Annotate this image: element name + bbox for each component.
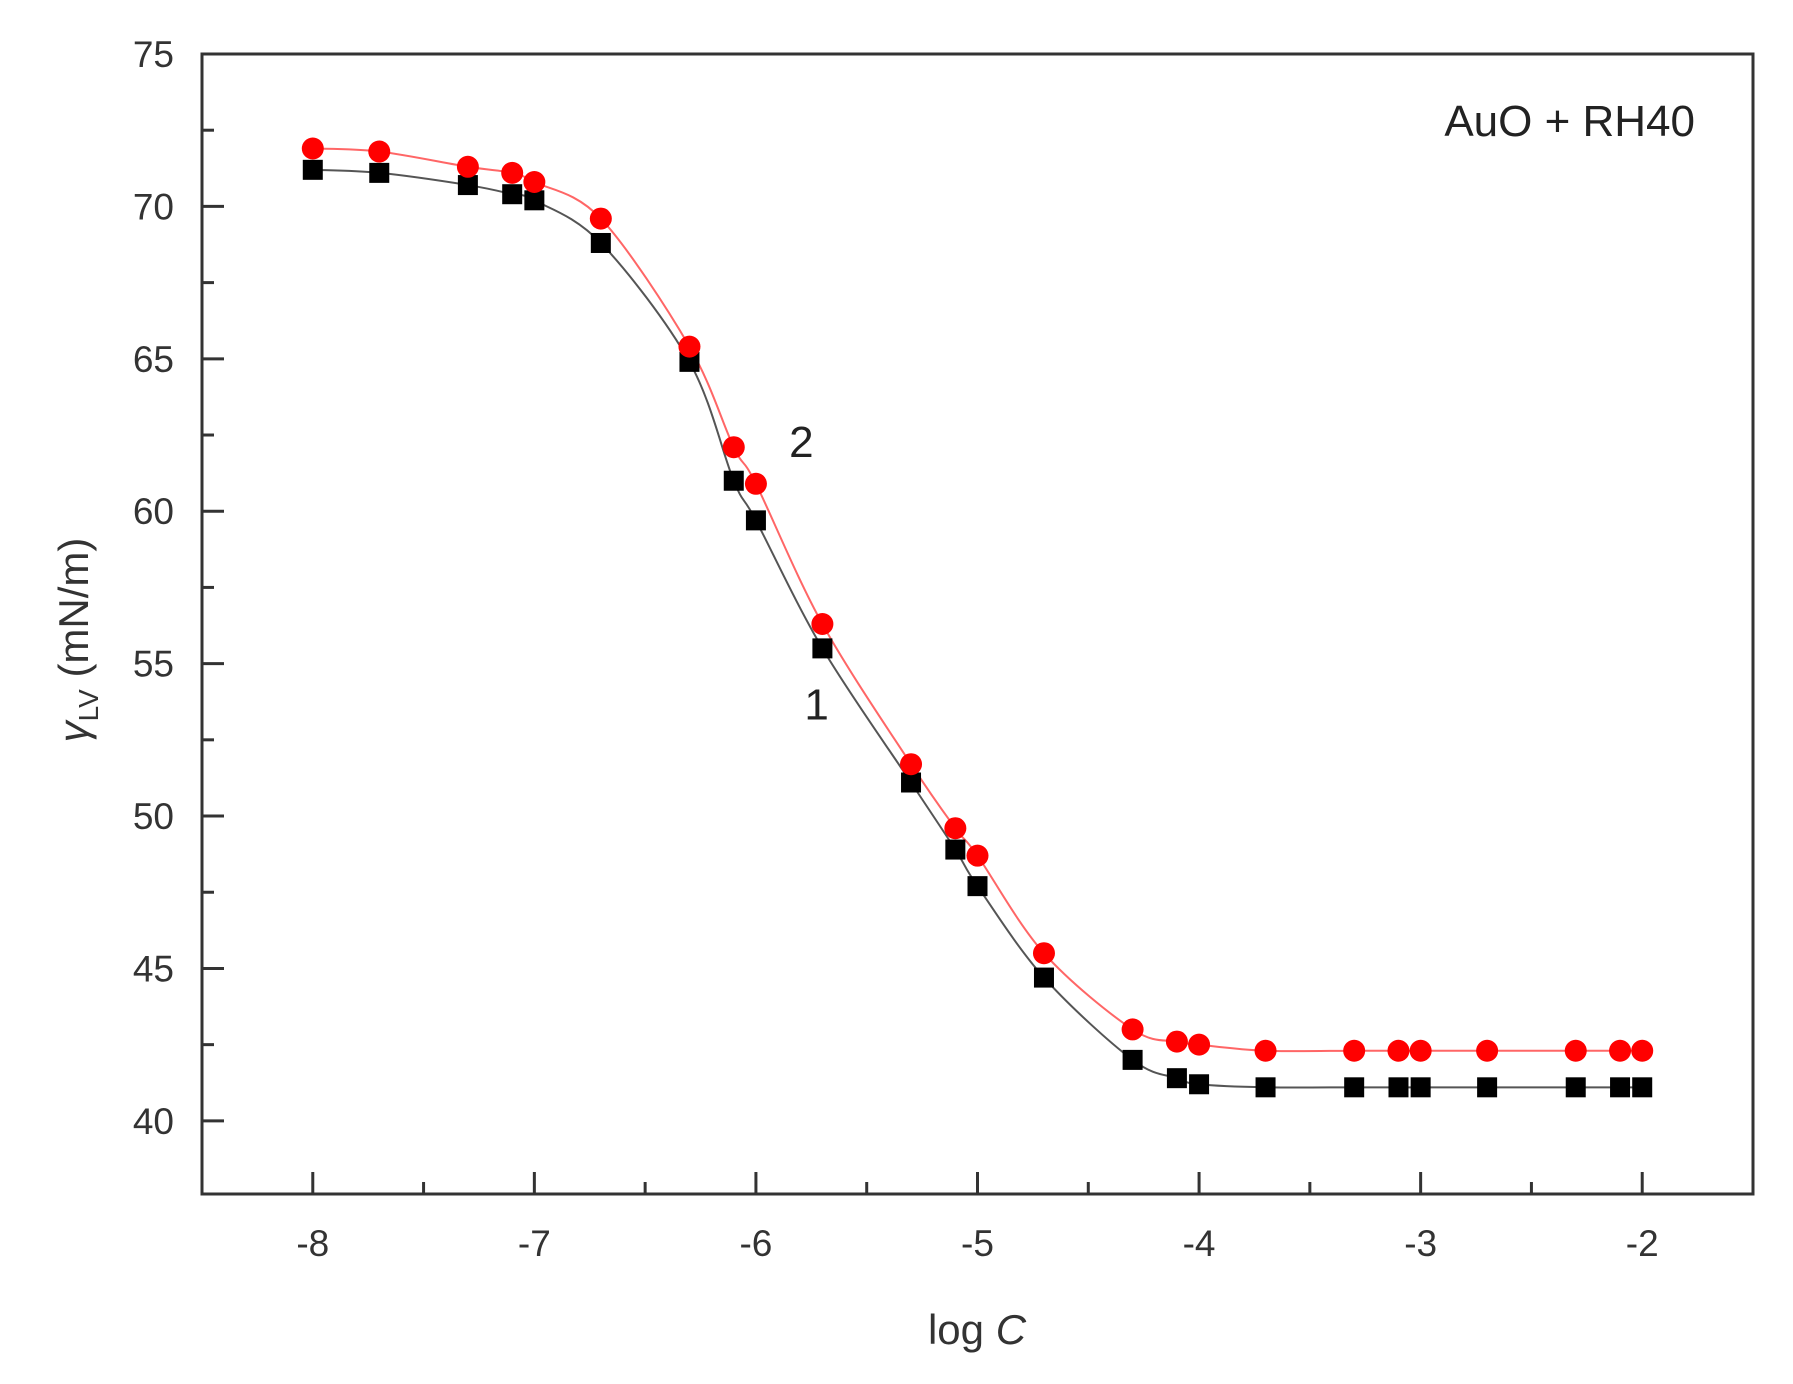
data-point-square [1565, 1077, 1586, 1098]
data-point-circle [722, 436, 745, 459]
data-point-circle [1609, 1039, 1632, 1062]
data-point-circle [811, 613, 834, 635]
y-axis-title-subscript: LV [73, 689, 104, 721]
data-point-square [679, 351, 700, 372]
data-point-square [502, 184, 523, 205]
data-point-circle [501, 161, 524, 184]
fit-curves [312, 147, 1643, 1089]
data-point-square [967, 876, 988, 897]
data-point-circle [1476, 1039, 1499, 1062]
data-point-circle [1631, 1039, 1654, 1062]
data-point-square [369, 162, 390, 183]
data-point-circle [1254, 1039, 1277, 1062]
x-tick-label: -4 [1183, 1223, 1216, 1264]
data-point-circle [589, 207, 612, 230]
y-tick-label: 60 [133, 491, 174, 532]
data-point-circle [1188, 1033, 1211, 1056]
data-point-square [1255, 1077, 1276, 1098]
data-point-square [1388, 1077, 1409, 1098]
x-tick-label: -3 [1404, 1223, 1437, 1264]
data-point-square [1610, 1077, 1631, 1098]
data-point-circle [744, 472, 767, 495]
data-point-square [1477, 1077, 1498, 1098]
data-point-square [901, 772, 922, 793]
data-point-circle [1409, 1039, 1432, 1062]
x-axis-title-variable: C [996, 1306, 1027, 1353]
data-markers [301, 137, 1654, 1098]
data-point-square [302, 159, 323, 180]
chart-annotation: AuO + RH40 [1444, 97, 1695, 146]
y-axis-title-unit: (mN/m) [50, 538, 97, 690]
x-axis-ticks: -8 -7 -6 -5 -4 -3 -2 [296, 1172, 1659, 1264]
data-point-circle [1165, 1030, 1188, 1053]
data-point-square [1410, 1077, 1431, 1098]
y-tick-label: 55 [133, 644, 174, 685]
data-point-square [945, 839, 966, 860]
y-tick-label: 45 [133, 948, 174, 989]
data-point-circle [301, 137, 324, 160]
y-tick-label: 75 [133, 34, 174, 75]
x-tick-label: -5 [961, 1223, 994, 1264]
y-tick-label: 40 [133, 1101, 174, 1142]
series-2-label: 2 [789, 418, 813, 467]
data-point-circle [368, 140, 391, 163]
data-point-square [1189, 1074, 1210, 1095]
data-point-circle [966, 844, 989, 867]
data-point-square [457, 175, 478, 196]
x-tick-label: -8 [296, 1223, 329, 1264]
x-axis-title-prefix: log [928, 1306, 996, 1353]
data-point-circle [678, 335, 701, 358]
data-point-circle [523, 171, 546, 194]
data-point-circle [944, 817, 967, 840]
data-point-circle [1121, 1018, 1144, 1041]
y-axis-ticks: 40 45 50 55 60 65 70 75 [133, 34, 224, 1142]
data-point-square [1122, 1049, 1143, 1070]
data-point-circle [1387, 1039, 1410, 1062]
y-tick-label: 50 [133, 796, 174, 837]
y-axis-title-symbol: γ [50, 719, 97, 742]
data-point-circle [1343, 1039, 1366, 1062]
data-point-circle [1032, 942, 1055, 965]
data-point-square [1033, 967, 1054, 988]
fit-curve-series-2 [312, 147, 1643, 1053]
x-tick-label: -7 [518, 1223, 551, 1264]
data-point-square [524, 190, 545, 211]
x-tick-label: -6 [739, 1223, 772, 1264]
data-point-square [1632, 1077, 1653, 1098]
x-tick-label: -2 [1626, 1223, 1659, 1264]
series-1-label: 1 [804, 680, 828, 729]
y-tick-label: 70 [133, 186, 174, 227]
data-point-circle [900, 753, 923, 776]
data-point-square [745, 510, 766, 531]
x-axis-title: log C [928, 1306, 1027, 1353]
plot-frame [200, 52, 1755, 1196]
data-point-square [590, 232, 611, 253]
data-point-square [1344, 1077, 1365, 1098]
fit-curve-series-1 [312, 168, 1643, 1089]
data-point-circle [1564, 1039, 1587, 1062]
data-point-square [812, 638, 833, 659]
data-point-square [1166, 1068, 1187, 1089]
y-axis-title: γLV (mN/m) [50, 538, 104, 743]
data-point-square [723, 470, 744, 491]
data-point-circle [456, 155, 479, 178]
y-tick-label: 65 [133, 339, 174, 380]
